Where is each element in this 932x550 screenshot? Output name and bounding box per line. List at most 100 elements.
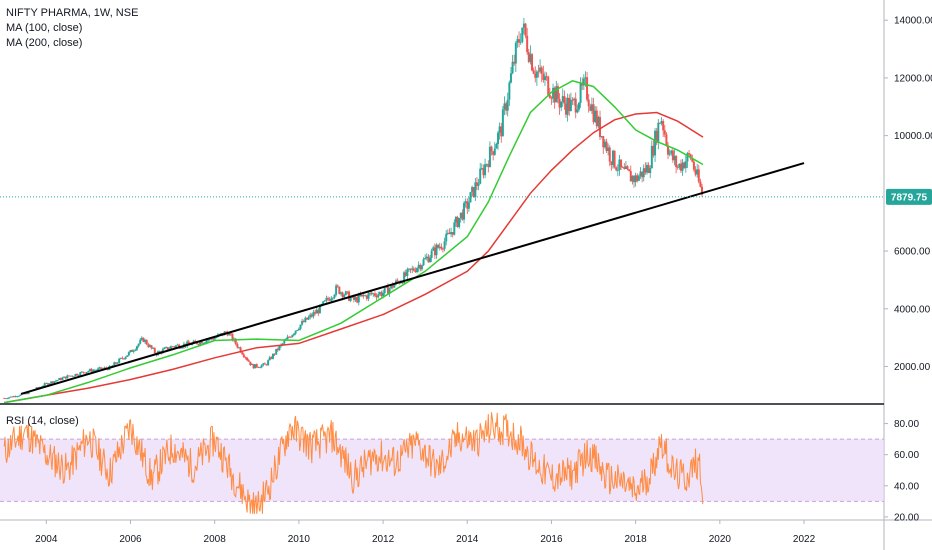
candle-body	[286, 336, 289, 340]
candle-body	[16, 396, 19, 398]
candle-body	[450, 232, 453, 235]
candle-body	[500, 126, 503, 137]
candle-body	[299, 324, 302, 329]
candle-body	[148, 345, 151, 347]
candle-body	[119, 357, 122, 359]
candle-body	[582, 78, 585, 86]
candle-body	[322, 301, 325, 305]
candle-body	[118, 358, 121, 363]
candle-body	[532, 70, 535, 74]
candle-body	[370, 292, 373, 295]
candle-body	[55, 380, 58, 382]
candle-body	[375, 295, 378, 298]
candle-body	[294, 330, 297, 334]
candle-body	[539, 67, 542, 72]
candle-body	[586, 77, 589, 100]
candle-body	[440, 246, 443, 249]
candle-body	[527, 52, 530, 62]
candle-body	[359, 294, 362, 297]
candle-body	[671, 150, 674, 161]
candle-body	[64, 376, 67, 379]
candle-body	[323, 300, 326, 302]
candle-body	[234, 338, 237, 344]
candle-body	[339, 292, 342, 294]
candle-body	[369, 292, 372, 294]
candle-body	[79, 372, 82, 376]
candle-body	[77, 375, 80, 377]
candle-body	[9, 396, 12, 398]
candle-body	[503, 103, 506, 110]
candle-body	[207, 339, 210, 341]
candle-body	[451, 232, 454, 235]
candle-body	[309, 314, 312, 318]
candle-body	[293, 333, 296, 335]
candle-body	[681, 162, 684, 171]
candle-body	[171, 346, 174, 348]
candle-body	[673, 155, 676, 161]
candle-body	[667, 145, 670, 155]
candle-body	[3, 398, 6, 400]
candle-body	[471, 187, 474, 193]
candle-body	[652, 145, 655, 156]
candle-body	[422, 259, 425, 266]
candle-body	[636, 175, 639, 181]
candle-body	[390, 284, 393, 289]
candle-body	[662, 121, 665, 131]
candle-body	[597, 117, 600, 127]
candle-body	[27, 391, 30, 395]
candle-body	[346, 291, 349, 293]
candle-body	[80, 371, 83, 373]
ma200-line	[4, 111, 704, 404]
candle-body	[602, 136, 605, 148]
candle-body	[8, 397, 11, 399]
candle-body	[330, 298, 333, 301]
candle-body	[289, 336, 292, 338]
candle-body	[349, 297, 352, 301]
candle-body	[668, 153, 671, 155]
candle-body	[17, 395, 20, 397]
candle-body	[152, 348, 155, 349]
candle-body	[701, 186, 704, 195]
candle-body	[427, 256, 430, 263]
ma100-label: MA (100, close)	[6, 22, 83, 34]
candle-body	[362, 294, 365, 296]
candle-body	[150, 345, 153, 349]
candle-body	[66, 375, 69, 379]
candle-body	[259, 367, 262, 369]
candle-body	[364, 295, 367, 297]
candle-body	[386, 286, 389, 294]
candle-body	[599, 117, 602, 137]
rsi-band	[0, 439, 884, 502]
candle-body	[420, 265, 423, 270]
candle-body	[526, 35, 529, 53]
candle-body	[72, 376, 75, 377]
candle-body	[472, 187, 475, 197]
candle-body	[393, 284, 396, 288]
candle-body	[573, 98, 576, 101]
candle-body	[166, 347, 169, 350]
rsi-y-tick-label: 80.00	[894, 419, 919, 430]
candle-body	[683, 162, 686, 169]
candle-body	[260, 365, 263, 368]
candle-body	[380, 292, 383, 297]
candle-body	[686, 153, 689, 162]
candle-body	[461, 212, 464, 220]
ma200-label: MA (200, close)	[6, 37, 83, 49]
candle-body	[135, 346, 138, 350]
candle-body	[644, 168, 647, 173]
candle-body	[98, 367, 101, 369]
candle-body	[213, 337, 216, 340]
candle-body	[45, 383, 48, 384]
candle-body	[275, 348, 278, 355]
candle-body	[361, 294, 364, 297]
candle-body	[584, 77, 587, 79]
candle-body	[25, 393, 28, 395]
candle-body	[215, 336, 218, 338]
candle-body	[485, 164, 488, 165]
candle-body	[654, 130, 657, 156]
x-tick-label: 2008	[204, 534, 227, 545]
candle-body	[12, 396, 15, 398]
candle-body	[205, 340, 208, 343]
x-tick-label: 2018	[625, 534, 648, 545]
